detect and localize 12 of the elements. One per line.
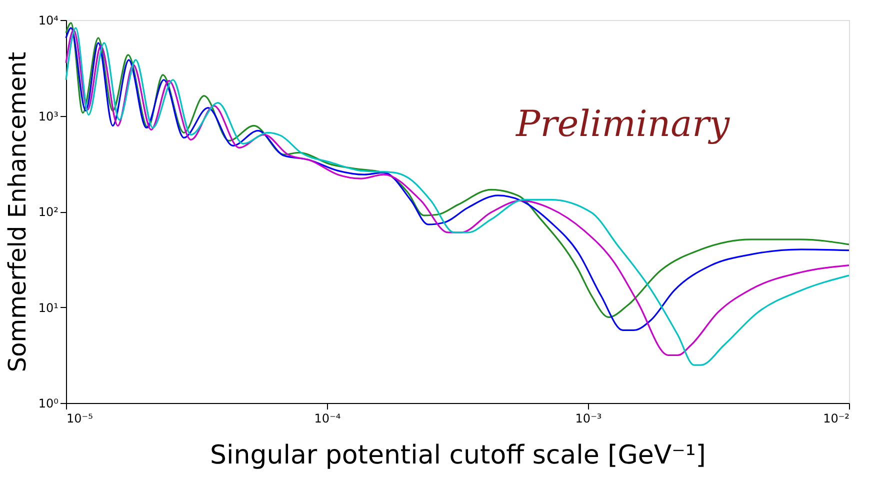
y-tick-label: 10² bbox=[38, 205, 59, 219]
y-tick-label: 10⁰ bbox=[38, 396, 59, 410]
x-tick-label: 10⁻⁴ bbox=[314, 412, 341, 426]
y-tick-label: 10¹ bbox=[38, 300, 59, 315]
x-tick-label: 10⁻² bbox=[823, 412, 850, 426]
x-axis-title: Singular potential cutoff scale [GeV⁻¹] bbox=[210, 440, 706, 470]
x-tick-label: 10⁻⁵ bbox=[66, 412, 94, 426]
annotation: Preliminary bbox=[515, 104, 730, 145]
x-tick-label: 10⁻³ bbox=[575, 412, 602, 426]
y-axis-title: Sommerfeld Enhancement bbox=[3, 52, 32, 372]
y-tick-label: 10⁴ bbox=[38, 14, 59, 28]
y-tick-label: 10³ bbox=[38, 109, 59, 124]
